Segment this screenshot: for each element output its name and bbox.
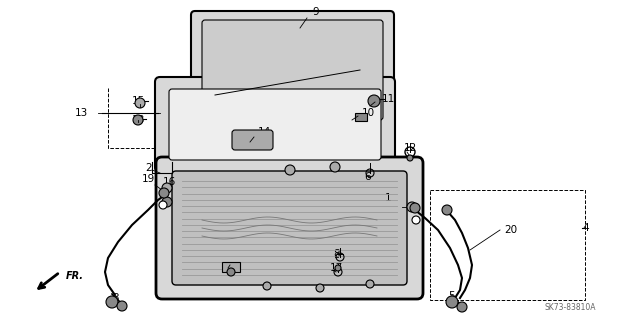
Circle shape bbox=[162, 197, 172, 207]
FancyBboxPatch shape bbox=[232, 130, 273, 150]
Circle shape bbox=[412, 216, 420, 224]
FancyBboxPatch shape bbox=[202, 20, 383, 120]
Circle shape bbox=[407, 202, 417, 212]
Text: 11: 11 bbox=[382, 94, 396, 104]
Circle shape bbox=[162, 183, 172, 193]
Text: 19: 19 bbox=[142, 174, 156, 184]
Text: 6: 6 bbox=[364, 172, 371, 182]
Circle shape bbox=[330, 162, 340, 172]
Circle shape bbox=[263, 282, 271, 290]
Circle shape bbox=[407, 155, 413, 161]
Text: 18: 18 bbox=[132, 115, 145, 125]
FancyBboxPatch shape bbox=[172, 171, 407, 285]
Circle shape bbox=[159, 201, 167, 209]
Text: FR.: FR. bbox=[66, 271, 84, 281]
Text: 10: 10 bbox=[362, 108, 375, 118]
Text: 9: 9 bbox=[312, 7, 319, 17]
Circle shape bbox=[159, 188, 169, 198]
Text: 17: 17 bbox=[330, 263, 343, 273]
FancyBboxPatch shape bbox=[155, 77, 395, 172]
Bar bbox=[430, 190, 585, 300]
Bar bbox=[222, 262, 240, 272]
Text: 13: 13 bbox=[75, 108, 88, 118]
Circle shape bbox=[285, 165, 295, 175]
Circle shape bbox=[133, 115, 143, 125]
Text: 14: 14 bbox=[258, 127, 271, 137]
Text: 2: 2 bbox=[145, 163, 152, 173]
Circle shape bbox=[368, 95, 380, 107]
Text: 3: 3 bbox=[112, 293, 118, 303]
Circle shape bbox=[442, 205, 452, 215]
Circle shape bbox=[410, 203, 420, 213]
Circle shape bbox=[335, 265, 341, 271]
Text: 4: 4 bbox=[582, 223, 589, 233]
Circle shape bbox=[457, 302, 467, 312]
FancyBboxPatch shape bbox=[169, 89, 381, 160]
Circle shape bbox=[117, 301, 127, 311]
FancyBboxPatch shape bbox=[156, 157, 423, 299]
Circle shape bbox=[106, 296, 118, 308]
FancyBboxPatch shape bbox=[191, 11, 394, 129]
Text: 16: 16 bbox=[163, 177, 176, 187]
Text: 1: 1 bbox=[385, 193, 392, 203]
Circle shape bbox=[366, 280, 374, 288]
Text: SK73-83810A: SK73-83810A bbox=[544, 303, 596, 313]
Bar bbox=[355, 113, 367, 121]
Text: 15: 15 bbox=[132, 96, 145, 106]
Circle shape bbox=[316, 284, 324, 292]
Text: 7: 7 bbox=[225, 267, 232, 277]
Circle shape bbox=[135, 98, 145, 108]
Text: 12: 12 bbox=[404, 143, 417, 153]
Text: 8: 8 bbox=[333, 249, 340, 259]
Text: 5: 5 bbox=[448, 291, 454, 301]
Circle shape bbox=[227, 268, 235, 276]
Circle shape bbox=[446, 296, 458, 308]
Text: 20: 20 bbox=[504, 225, 517, 235]
